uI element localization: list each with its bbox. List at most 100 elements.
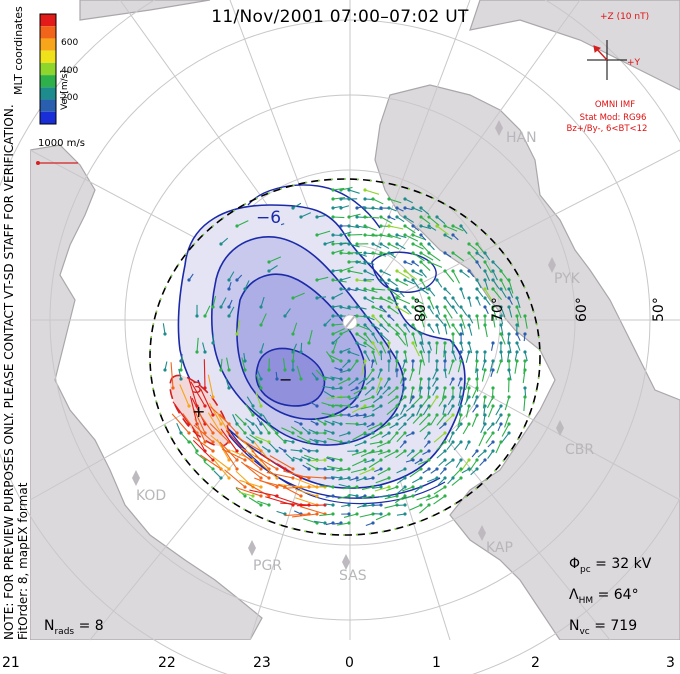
colorbar-swatch [40, 26, 56, 39]
velocity-vector [332, 197, 346, 200]
velocity-vector [522, 369, 526, 384]
velocity-vector [372, 288, 386, 291]
velocity-vector [356, 225, 368, 229]
velocity-vector [341, 504, 350, 508]
velocity-vector [266, 471, 294, 479]
velocity-vector [420, 351, 426, 366]
velocity-vector [373, 396, 382, 404]
velocity-vector [396, 216, 405, 223]
velocity-vector [386, 486, 398, 492]
velocity-vector [398, 423, 406, 431]
velocity-vector [316, 214, 326, 218]
velocity-vector [358, 378, 366, 385]
imf-dial [587, 40, 627, 80]
velocity-vector [523, 333, 526, 342]
velocity-vector [313, 520, 326, 524]
velocity-vector [296, 504, 326, 507]
velocity-vector [422, 468, 430, 474]
potential-min-label: −6 [256, 208, 282, 228]
velocity-vector [412, 342, 420, 357]
velocity-vector [444, 369, 447, 379]
imf-model: Stat Mod: RG96 [579, 113, 647, 123]
imf-source: OMNI IMF [594, 100, 636, 110]
velocity-vector [259, 453, 286, 470]
velocity-vector [384, 495, 398, 500]
velocity-vector [422, 405, 430, 416]
velocity-vector [444, 252, 452, 258]
velocity-vector [420, 333, 424, 345]
velocity-vector [348, 351, 360, 357]
velocity-vector [372, 306, 386, 313]
velocity-vector [332, 187, 345, 191]
velocity-vector [282, 358, 286, 371]
velocity-vector [372, 324, 381, 330]
velocity-vector [428, 261, 443, 268]
velocity-vector [388, 252, 396, 258]
velocity-vector [364, 387, 374, 396]
velocity-vector [478, 432, 486, 447]
velocity-vector [430, 414, 438, 426]
velocity-vector [444, 306, 453, 319]
potential-center-minus: − [279, 370, 293, 389]
velocity-vector [239, 479, 262, 488]
velocity-vector [388, 351, 392, 360]
velocity-vector [309, 438, 318, 443]
velocity-vector [274, 432, 286, 443]
velocity-vector [178, 368, 182, 380]
velocity-vector [324, 318, 332, 326]
velocity-vector [412, 207, 423, 213]
velocity-vector [180, 432, 190, 443]
velocity-vector [232, 414, 238, 425]
velocity-vector [423, 441, 430, 448]
coordinate-label: MLT coordinates [12, 6, 25, 95]
velocity-vector [380, 324, 390, 333]
velocity-vector [219, 413, 238, 434]
velocity-vector [284, 513, 310, 517]
velocity-vector [203, 461, 214, 470]
velocity-vector [319, 513, 334, 517]
velocity-vector [172, 401, 190, 425]
velocity-vector [468, 459, 478, 472]
velocity-vector [441, 387, 446, 400]
velocity-vector [436, 450, 446, 459]
velocity-vector [412, 279, 420, 289]
velocity-vector [280, 502, 310, 506]
site-label-pyk: PYK [554, 271, 580, 287]
velocity-vector [350, 387, 358, 392]
velocity-vector [420, 207, 430, 216]
velocity-vector [380, 297, 393, 305]
velocity-vector [260, 296, 265, 308]
velocity-vector [330, 476, 342, 479]
velocity-vector [468, 342, 473, 354]
velocity-vector [348, 494, 358, 497]
velocity-vector [516, 333, 521, 341]
velocity-vector [388, 297, 399, 305]
velocity-vector [275, 371, 278, 380]
velocity-vector [325, 351, 334, 362]
velocity-vector [418, 360, 422, 375]
velocity-vector [419, 387, 422, 397]
velocity-vector [432, 387, 438, 396]
velocity-vector [364, 288, 378, 293]
velocity-vector [164, 361, 168, 371]
velocity-vector [254, 455, 278, 470]
velocity-vector [412, 324, 421, 335]
velocity-vector [384, 450, 398, 458]
velocity-vector [412, 234, 426, 241]
velocity-vector [197, 411, 214, 434]
velocity-vector [504, 396, 510, 411]
velocity-vector [443, 342, 446, 358]
velocity-vector [476, 261, 482, 269]
velocity-vector [228, 271, 235, 281]
velocity-vector [404, 198, 413, 204]
velocity-vector [340, 369, 350, 374]
velocity-vector [483, 351, 486, 361]
velocity-vector [348, 270, 363, 275]
velocity-vector [484, 297, 491, 306]
velocity-vector [228, 306, 235, 317]
pole-marker [342, 314, 358, 330]
velocity-vector [372, 243, 382, 249]
velocity-vector [225, 430, 246, 452]
velocity-vector [310, 420, 318, 425]
velocity-vector [350, 468, 366, 474]
